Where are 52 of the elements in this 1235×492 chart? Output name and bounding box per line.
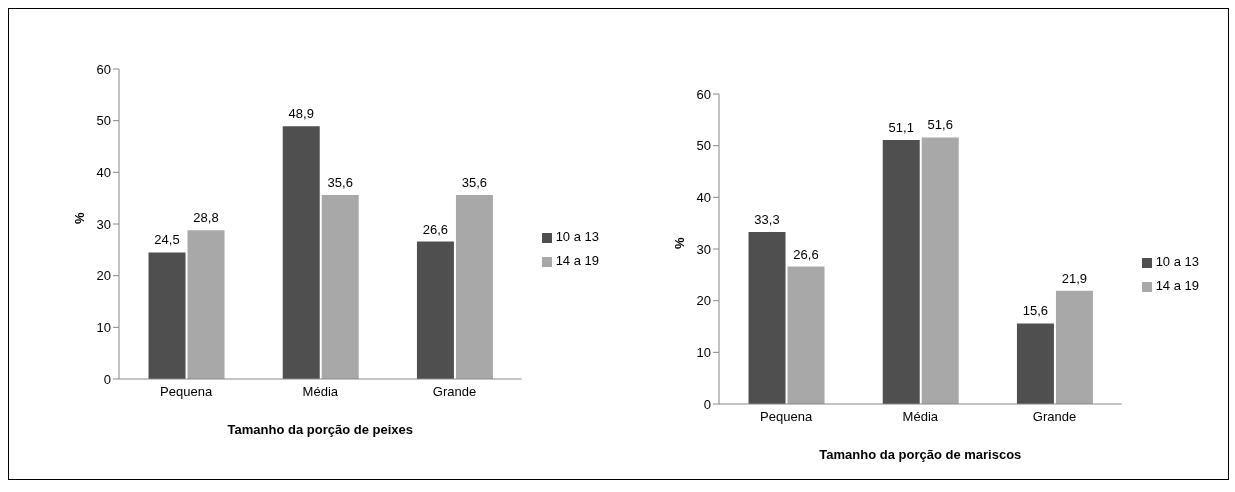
data-label: 35,6 [461, 175, 488, 191]
y-tick-label: 40 [96, 164, 111, 180]
y-tick-label: 0 [703, 396, 711, 412]
bar [282, 126, 320, 379]
legend-label: 10 a 13 [1155, 254, 1199, 269]
x-tick-label: Pequena [760, 409, 813, 425]
bar [921, 137, 959, 404]
data-label: 33,3 [754, 211, 780, 227]
data-label: 51,6 [927, 117, 953, 133]
y-tick-label: 50 [96, 113, 111, 129]
y-tick-label: 20 [96, 268, 111, 284]
y-tick-label: 10 [696, 344, 711, 360]
x-tick-label: Grande [1032, 409, 1077, 425]
bar [1055, 290, 1093, 404]
y-tick-label: 50 [696, 138, 711, 154]
bar [748, 231, 786, 404]
y-tick-label: 10 [96, 319, 111, 335]
y-axis-title: % [71, 212, 87, 224]
data-label: 15,6 [1022, 303, 1049, 319]
bar [416, 241, 454, 379]
y-tick-label: 0 [103, 371, 111, 387]
data-label: 24,5 [154, 232, 180, 248]
legend-label: 14 a 19 [1155, 278, 1199, 293]
x-tick-label: Média [302, 384, 339, 400]
y-tick-label: 60 [696, 86, 711, 102]
bar [1016, 323, 1054, 404]
y-tick-label: 30 [96, 216, 111, 232]
x-tick-label: Pequena [160, 384, 213, 400]
bar [321, 195, 359, 379]
y-axis-title: % [671, 237, 687, 249]
y-tick-label: 60 [96, 61, 111, 77]
legend-label: 14 a 19 [555, 253, 599, 268]
bar [787, 266, 825, 404]
legend-label: 10 a 13 [555, 229, 599, 244]
bar [187, 230, 225, 379]
x-axis-title: Tamanho da porção de peixes [227, 422, 414, 437]
data-label: 51,1 [888, 119, 914, 135]
bar [148, 252, 186, 379]
x-tick-label: Grande [432, 384, 477, 400]
y-tick-label: 40 [696, 189, 711, 205]
data-label: 48,9 [288, 106, 314, 122]
bar [882, 139, 920, 404]
x-tick-label: Média [902, 409, 939, 425]
data-label: 21,9 [1061, 270, 1088, 286]
data-label: 28,8 [193, 210, 219, 226]
y-tick-label: 20 [696, 293, 711, 309]
data-label: 35,6 [327, 175, 353, 191]
data-label: 26,6 [793, 246, 819, 262]
y-tick-label: 30 [696, 241, 711, 257]
data-label: 26,6 [422, 221, 449, 237]
bar [455, 195, 493, 379]
x-axis-title: Tamanho da porção de mariscos [819, 447, 1022, 462]
